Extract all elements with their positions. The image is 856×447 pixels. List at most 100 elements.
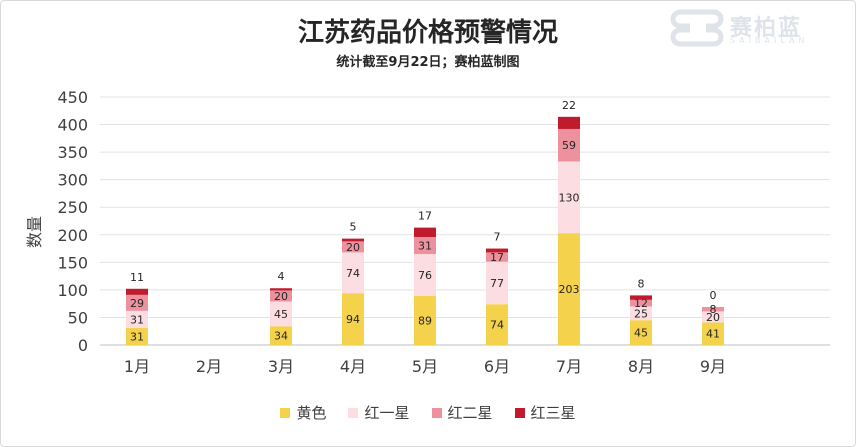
data-label: 130 (559, 191, 580, 204)
bar-segment (270, 301, 292, 327)
data-label: 8 (710, 303, 717, 316)
bar-segment (486, 252, 508, 262)
bar-segment (558, 161, 580, 234)
data-label: 12 (634, 297, 648, 310)
data-label: 89 (418, 314, 432, 327)
legend-item: 红一星 (348, 402, 410, 423)
bar-segment (270, 290, 292, 302)
x-tick-label: 9月 (700, 357, 726, 376)
data-label: 203 (559, 283, 580, 296)
bar-segment (270, 288, 292, 291)
data-label: 17 (418, 210, 432, 223)
bar-segment (342, 241, 364, 253)
legend-item: 红二星 (431, 402, 493, 423)
bar-segment (702, 311, 724, 323)
bar-segment (702, 322, 724, 345)
bar-segment (702, 306, 724, 312)
y-tick-label: 50 (68, 308, 88, 327)
x-tick-label: 8月 (628, 357, 654, 376)
bar-segment (270, 326, 292, 345)
legend-label: 黄色 (296, 404, 327, 422)
bar-segment (342, 293, 364, 345)
data-label: 8 (638, 277, 645, 290)
bar-segment (630, 306, 652, 321)
x-tick-label: 3月 (268, 357, 294, 376)
data-label: 74 (490, 319, 504, 332)
y-tick-label: 250 (57, 198, 88, 217)
x-tick-label: 1月 (124, 357, 150, 376)
bar-segment (630, 299, 652, 307)
bar-segment (414, 295, 436, 345)
watermark-subtext: SAIBAILAN (730, 36, 809, 45)
x-tick-label: 4月 (340, 357, 366, 376)
legend-label: 红二星 (447, 404, 493, 422)
chart-legend: 黄色 红一星 红二星 红三星 (0, 402, 856, 423)
bar-segment (558, 233, 580, 345)
bar-segment (558, 128, 580, 162)
data-label: 7 (494, 231, 501, 244)
x-tick-label: 2月 (196, 357, 222, 376)
data-label: 77 (490, 277, 504, 290)
bar-segment (126, 294, 148, 311)
data-label: 45 (274, 308, 288, 321)
data-label: 25 (634, 307, 648, 320)
data-label: 74 (346, 267, 360, 280)
data-label: 76 (418, 269, 432, 282)
data-label: 34 (274, 330, 288, 343)
y-tick-label: 400 (57, 116, 88, 135)
bar-segment (126, 327, 148, 345)
legend-item: 红三星 (514, 402, 576, 423)
saibailan-logo-icon (670, 9, 724, 47)
y-tick-label: 0 (78, 336, 88, 355)
legend-swatch (348, 407, 359, 418)
bar-segment (630, 295, 652, 300)
bar-segment (414, 236, 436, 255)
bar-segment (486, 248, 508, 253)
legend-item: 黄色 (280, 402, 326, 423)
legend-swatch (431, 407, 442, 418)
legend-swatch (280, 407, 291, 418)
chart-title: 江苏药品价格预警情况 (297, 18, 558, 48)
data-label: 94 (346, 313, 360, 326)
legend-label: 红一星 (364, 404, 410, 422)
x-tick-label: 7月 (556, 357, 582, 376)
data-label: 29 (130, 297, 144, 310)
bar-segment (486, 304, 508, 345)
bar-segment (342, 238, 364, 242)
chart-subtitle: 统计截至9月22日；赛柏蓝制图 (336, 55, 520, 70)
bar-segment (126, 288, 148, 295)
data-label: 31 (418, 240, 432, 253)
x-tick-label: 5月 (412, 357, 438, 376)
data-label: 22 (562, 99, 576, 112)
data-label: 0 (710, 289, 717, 302)
data-label: 20 (706, 311, 720, 324)
bar-segment (486, 261, 508, 305)
watermark-text: 赛柏蓝 (730, 16, 803, 41)
bar-segment (630, 320, 652, 345)
data-label: 5 (350, 221, 357, 234)
bar-segment (558, 116, 580, 129)
data-label: 31 (130, 330, 144, 343)
y-tick-label: 150 (57, 253, 88, 272)
data-label: 31 (130, 313, 144, 326)
y-tick-label: 450 (57, 88, 88, 107)
y-axis-label: 数量 (25, 216, 44, 248)
data-label: 4 (278, 270, 285, 283)
y-tick-label: 100 (57, 281, 88, 300)
bar-segment (342, 252, 364, 294)
legend-label: 红三星 (530, 404, 576, 422)
data-label: 20 (274, 290, 288, 303)
y-tick-label: 350 (57, 143, 88, 162)
bar-segment (414, 227, 436, 237)
data-label: 17 (490, 251, 504, 264)
y-tick-label: 300 (57, 171, 88, 190)
legend-swatch (514, 407, 525, 418)
data-label: 11 (130, 271, 144, 284)
x-tick-label: 6月 (484, 357, 510, 376)
saibailan-watermark: 赛柏蓝 SAIBAILAN (670, 8, 848, 48)
data-label: 41 (706, 328, 720, 341)
data-label: 45 (634, 327, 648, 340)
data-label: 59 (562, 139, 576, 152)
